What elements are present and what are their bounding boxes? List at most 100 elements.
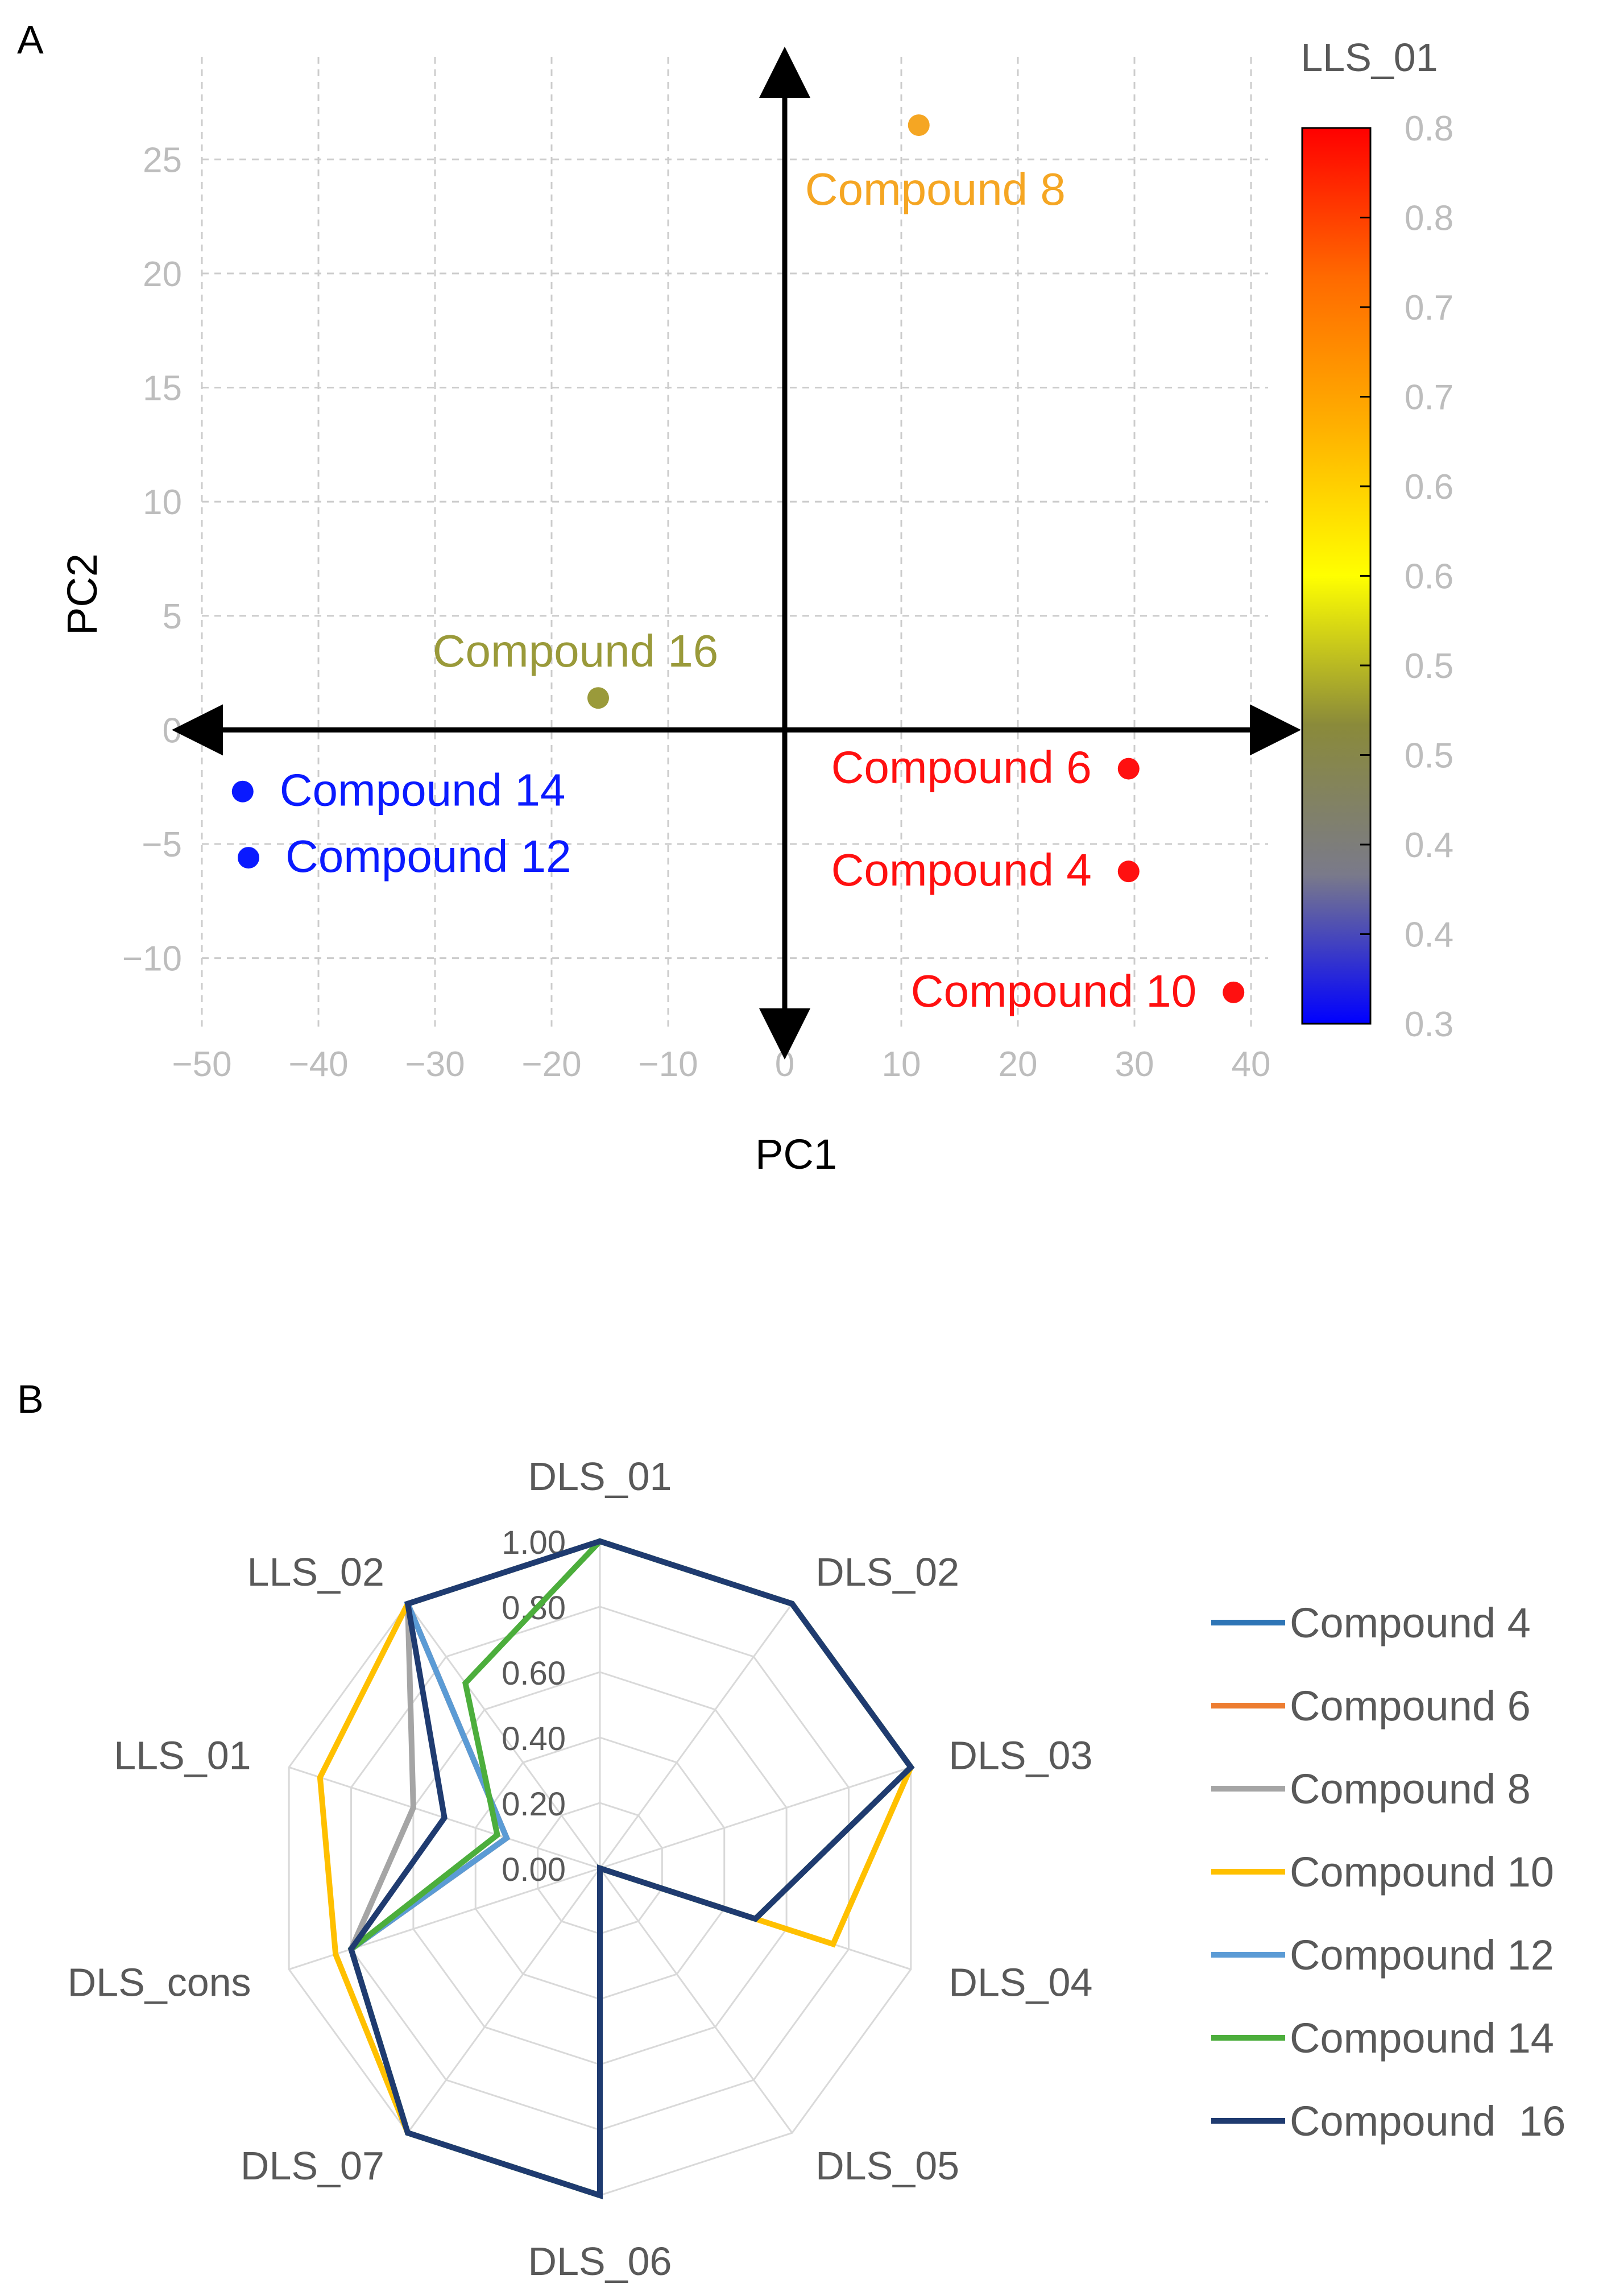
- y-tick-label: −5: [142, 825, 182, 864]
- colorbar-tick-label: 0.6: [1405, 557, 1453, 597]
- x-tick-label: 20: [999, 1045, 1038, 1084]
- radar-axis-label: DLS_cons: [68, 1960, 251, 2004]
- y-tick-label: 15: [143, 369, 182, 408]
- panel-b-label: B: [17, 1377, 44, 1421]
- point-label: Compound 8: [805, 164, 1066, 214]
- data-point: [908, 114, 930, 136]
- data-point: [1117, 758, 1140, 780]
- colorbar-tick-label: 0.4: [1405, 916, 1453, 955]
- radar-axis-label: DLS_06: [528, 2239, 672, 2283]
- colorbar-tick-label: 0.5: [1405, 647, 1453, 686]
- x-tick-label: −20: [521, 1045, 581, 1084]
- y-tick-label: 5: [163, 597, 182, 636]
- radar-series-line: [347, 1538, 915, 2199]
- legend-item: Compound 14: [1211, 1996, 1565, 2079]
- x-axis-label: PC1: [755, 1131, 837, 1178]
- point-label: Compound 10: [911, 966, 1197, 1016]
- legend-swatch: [1211, 2035, 1285, 2041]
- data-points: Compound 8 Compound 16 Compound 14 Compound…: [231, 114, 1245, 1016]
- legend-label: Compound 6: [1290, 1682, 1531, 1730]
- legend-item: Compound 6: [1211, 1664, 1565, 1747]
- point-label: Compound 6: [831, 742, 1092, 793]
- legend-label: Compound 14: [1290, 2014, 1554, 2062]
- x-tick-label: 30: [1115, 1045, 1154, 1084]
- colorbar-tick-label: 0.3: [1405, 1005, 1453, 1044]
- panel-a-label: A: [17, 18, 44, 62]
- y-tick-label: 20: [143, 255, 182, 294]
- colorbar-title: LLS_01: [1300, 35, 1438, 80]
- legend-swatch: [1211, 2118, 1285, 2124]
- radar-series-line: [347, 1538, 915, 2199]
- point-label: Compound 16: [433, 626, 719, 676]
- legend-label: Compound 10: [1290, 1848, 1554, 1896]
- radar-spoke: [407, 1603, 601, 1869]
- x-tick-label: 40: [1232, 1045, 1271, 1084]
- y-tick-label: −10: [122, 940, 182, 979]
- legend-item: Compound 12: [1211, 1913, 1565, 1996]
- legend-swatch: [1211, 1952, 1285, 1958]
- radar-series-line: [348, 1538, 915, 2199]
- x-tick-label: 10: [882, 1045, 921, 1084]
- y-tick-labels: −10 −5 0 5 10 15 20 25: [122, 140, 182, 978]
- y-tick-label: 25: [143, 140, 182, 180]
- legend-item: Compound 8: [1211, 1747, 1565, 1830]
- colorbar-tick-label: 0.8: [1405, 109, 1453, 148]
- legend-label: Compound 16: [1290, 2097, 1566, 2145]
- radar-spoke: [599, 1603, 793, 1869]
- radar-axis-label: LLS_02: [247, 1550, 384, 1594]
- colorbar: 0.8 0.8 0.7 0.7 0.6 0.6 0.5 0.5 0.4 0.4 0.3: [1301, 109, 1453, 1044]
- point-label: Compound 4: [831, 845, 1092, 895]
- radar-axis-label: DLS_01: [528, 1454, 672, 1499]
- legend-swatch: [1211, 1703, 1285, 1708]
- colorbar-tick-label: 0.7: [1405, 378, 1453, 417]
- radar-series: [317, 1538, 915, 2199]
- radar-series-line: [347, 1538, 915, 2199]
- radar-chart: 0.000.200.400.600.801.00 DLS_01DLS_02DLS…: [68, 1454, 1093, 2283]
- point-label: Compound 14: [280, 765, 566, 816]
- radar-legend: Compound 4 Compound 6 Compound 8 Compound 1…: [1211, 1581, 1565, 2162]
- data-point: [1223, 981, 1245, 1003]
- x-tick-labels: −50 −40 −30 −20 −10 0 10 20 30 40: [172, 1045, 1270, 1084]
- legend-label: Compound 12: [1290, 1931, 1554, 1979]
- legend-swatch: [1211, 1786, 1285, 1792]
- colorbar-tick-label: 0.7: [1405, 288, 1453, 328]
- radar-series-line: [347, 1538, 915, 2199]
- legend-item: Compound 4: [1211, 1581, 1565, 1664]
- legend-item: Compound 16: [1211, 2079, 1565, 2162]
- radar-axis-label: DLS_05: [815, 2144, 959, 2188]
- x-tick-label: 0: [775, 1045, 794, 1084]
- radar-axis-label: DLS_07: [241, 2144, 384, 2188]
- data-point: [238, 847, 259, 869]
- legend-swatch: [1211, 1620, 1285, 1625]
- radial-tick-label: 0.20: [502, 1786, 566, 1823]
- radar-spoke: [599, 1766, 912, 1869]
- colorbar-gradient: [1301, 127, 1372, 1025]
- radar-axis-label: DLS_04: [948, 1960, 1092, 2004]
- radar-series-line: [348, 1538, 915, 2199]
- radar-spoke: [407, 1868, 601, 2134]
- x-tick-label: −40: [288, 1045, 348, 1084]
- radial-tick-label: 0.60: [502, 1655, 566, 1692]
- radar-spoke: [288, 1867, 600, 1971]
- legend-label: Compound 8: [1290, 1765, 1531, 1813]
- data-point: [587, 687, 609, 709]
- legend-item: Compound 10: [1211, 1830, 1565, 1913]
- radar-axis-label: DLS_02: [815, 1550, 959, 1594]
- x-tick-label: −30: [405, 1045, 465, 1084]
- colorbar-tick-label: 0.4: [1405, 826, 1453, 865]
- y-tick-label: 10: [143, 483, 182, 522]
- radar-spoke: [599, 1868, 793, 2134]
- colorbar-tick-label: 0.6: [1405, 468, 1453, 507]
- data-point: [1117, 861, 1140, 883]
- radial-tick-label: 0.00: [502, 1851, 566, 1888]
- radial-tick-labels: 0.000.200.400.600.801.00: [502, 1524, 566, 1888]
- radar-axis-label: DLS_03: [948, 1734, 1092, 1778]
- colorbar-tick-label: 0.5: [1405, 737, 1453, 776]
- radar-axis-label: LLS_01: [114, 1734, 251, 1778]
- point-label: Compound 12: [285, 831, 571, 882]
- pca-scatter-chart: −50 −40 −30 −20 −10 0 10 20 30 40 −10−50510152025…: [59, 35, 1453, 1178]
- x-tick-label: −10: [638, 1045, 698, 1084]
- radial-tick-label: 0.40: [502, 1720, 566, 1757]
- data-point: [231, 780, 254, 802]
- axis-arrows: [172, 47, 1301, 1060]
